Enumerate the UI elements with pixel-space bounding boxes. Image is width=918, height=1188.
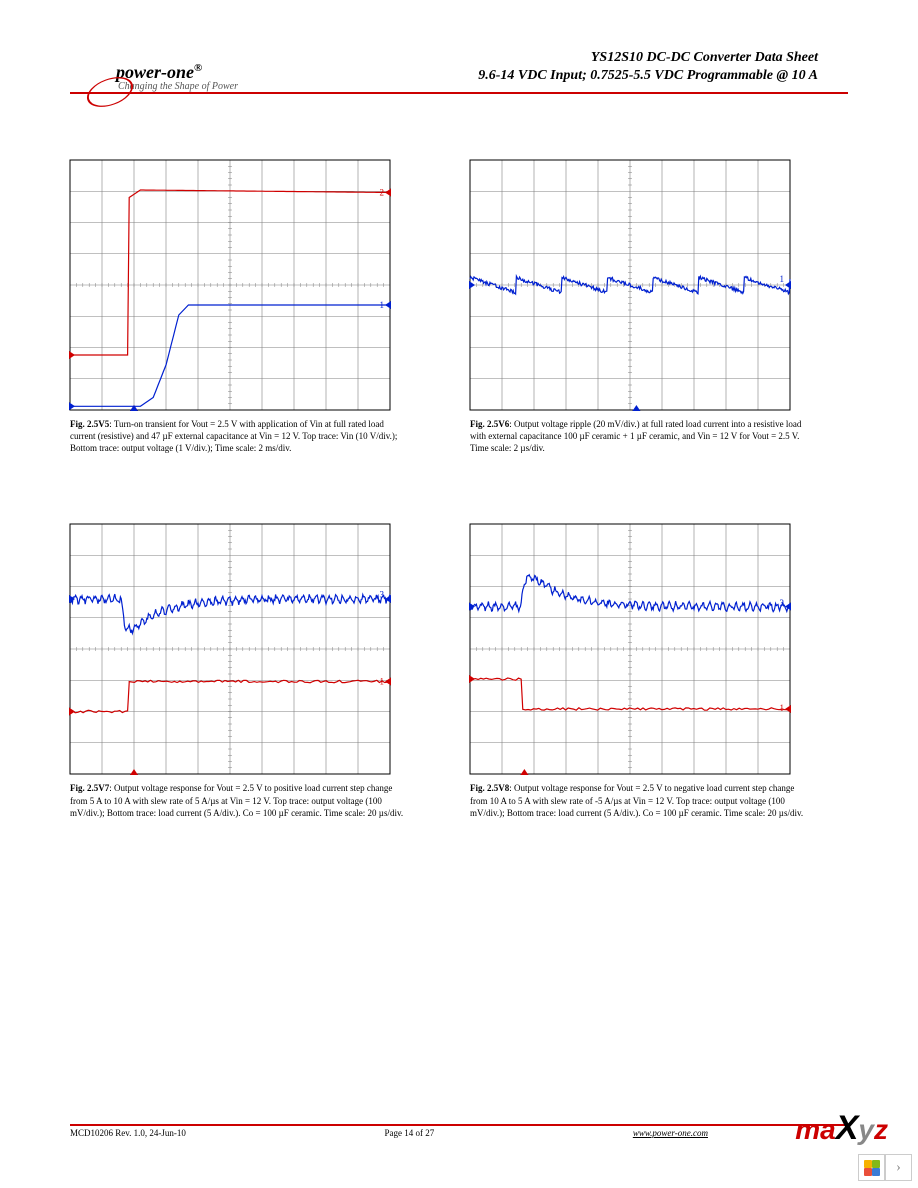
petals-icon	[863, 1159, 881, 1177]
level-marker-icon	[385, 678, 391, 686]
level-marker-icon	[469, 675, 475, 683]
footer-revision: MCD10206 Rev. 1.0, 24-Jun-10	[70, 1128, 186, 1138]
level-marker-icon	[69, 708, 75, 716]
footer-page-number: Page 14 of 27	[385, 1128, 435, 1138]
figure-row: 31Fig. 2.5V7: Output voltage response fo…	[70, 524, 848, 818]
caption-text: : Output voltage response for Vout = 2.5…	[470, 783, 803, 817]
brand-logo: power-one® Changing the Shape of Power	[88, 62, 288, 92]
caption-text: : Turn-on transient for Vout = 2.5 V wit…	[70, 419, 397, 453]
level-marker-icon	[385, 301, 391, 309]
figure-caption: Fig. 2.5V7: Output voltage response for …	[70, 782, 410, 818]
figure-cell: 21Fig. 2.5V5: Turn-on transient for Vout…	[70, 160, 410, 454]
caption-label: Fig. 2.5V7	[70, 783, 109, 793]
logo-tagline: Changing the Shape of Power	[118, 81, 288, 92]
chevron-right-icon: ›	[896, 1160, 901, 1176]
datasheet-page: power-one® Changing the Shape of Power Y…	[0, 0, 918, 1188]
level-marker-icon	[69, 402, 75, 410]
logo-wordmark: power-one®	[116, 62, 288, 83]
home-button[interactable]	[858, 1154, 885, 1181]
oscilloscope-chart: 31	[70, 524, 390, 774]
oscilloscope-chart: 21	[70, 160, 390, 410]
title-line-2: 9.6-14 VDC Input; 0.7525-5.5 VDC Program…	[478, 68, 818, 84]
figure-grid: 21Fig. 2.5V5: Turn-on transient for Vout…	[70, 160, 848, 819]
document-title: YS12S10 DC-DC Converter Data Sheet 9.6-1…	[478, 50, 818, 84]
trigger-marker-icon	[520, 769, 528, 775]
level-marker-icon	[785, 281, 791, 289]
level-marker-icon	[385, 189, 391, 197]
caption-label: Fig. 2.5V6	[470, 419, 509, 429]
viewer-nav: ›	[858, 1154, 912, 1182]
trigger-marker-icon	[130, 769, 138, 775]
caption-label: Fig. 2.5V5	[70, 419, 109, 429]
next-page-button[interactable]: ›	[885, 1154, 912, 1181]
trigger-marker-icon	[632, 405, 640, 411]
level-marker-icon	[469, 281, 475, 289]
trace-label: 1	[380, 300, 385, 310]
caption-text: : Output voltage response for Vout = 2.5…	[70, 783, 403, 817]
caption-text: : Output voltage ripple (20 mV/div.) at …	[470, 419, 801, 453]
figure-row: 21Fig. 2.5V5: Turn-on transient for Vout…	[70, 160, 848, 454]
oscilloscope-chart: 31	[470, 524, 790, 774]
title-line-1: YS12S10 DC-DC Converter Data Sheet	[478, 50, 818, 66]
figure-cell: 1 Fig. 2.5V6: Output voltage ripple (20 m…	[470, 160, 810, 454]
figure-caption: Fig. 2.5V6: Output voltage ripple (20 mV…	[470, 418, 810, 454]
trace-label: 1	[780, 703, 785, 713]
trace-label: 2	[380, 188, 385, 198]
figure-cell: 31Fig. 2.5V7: Output voltage response fo…	[70, 524, 410, 818]
trace-label: 1	[780, 274, 785, 284]
figure-caption: Fig. 2.5V8: Output voltage response for …	[470, 782, 810, 818]
page-footer: MCD10206 Rev. 1.0, 24-Jun-10 Page 14 of …	[70, 1124, 848, 1138]
footer-url: www.power-one.com	[633, 1128, 708, 1138]
registered-icon: ®	[194, 62, 202, 74]
trace-label: 3	[780, 599, 785, 609]
page-header: power-one® Changing the Shape of Power Y…	[70, 50, 848, 120]
figure-caption: Fig. 2.5V5: Turn-on transient for Vout =…	[70, 418, 410, 454]
caption-label: Fig. 2.5V8	[470, 783, 509, 793]
secondary-logo: maXyz	[795, 1109, 888, 1148]
header-rule	[70, 92, 848, 94]
figure-cell: 31Fig. 2.5V8: Output voltage response fo…	[470, 524, 810, 818]
trace-label: 1	[380, 677, 385, 687]
level-marker-icon	[69, 351, 75, 359]
trace-label: 3	[380, 590, 385, 600]
oscilloscope-chart: 1	[470, 160, 790, 410]
